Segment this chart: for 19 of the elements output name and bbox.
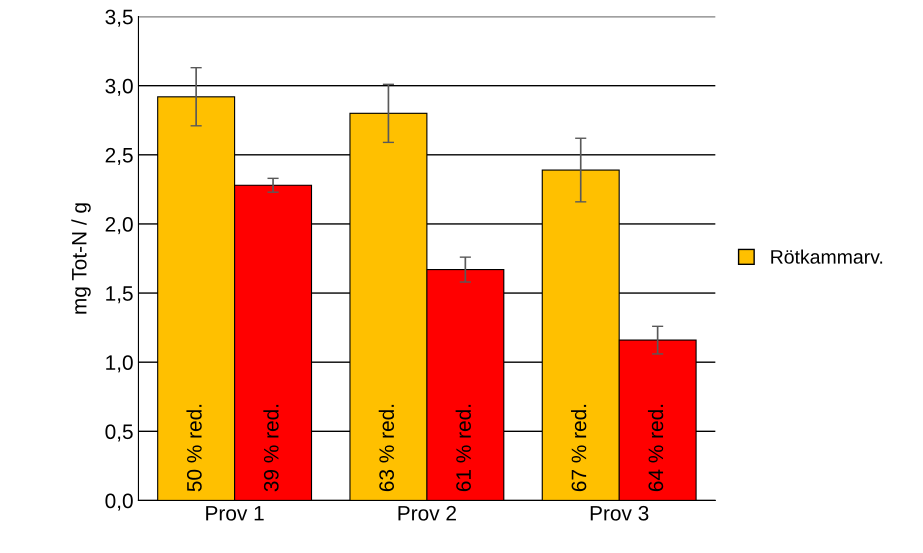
annotation: 63 % red. — [378, 404, 394, 492]
y-tick-label: 0,5 — [105, 424, 133, 442]
annotation: 64 % red. — [648, 404, 664, 492]
y-tick-label: 0,0 — [105, 493, 133, 511]
legend-label: Rötkammarv. — [771, 250, 882, 264]
y-tick-label: 1,0 — [106, 355, 133, 372]
y-tick-label: 2,5 — [106, 148, 133, 166]
y-tick-label: 3,5 — [105, 10, 133, 27]
annotation: 39 % red. — [263, 404, 279, 492]
y-axis-title: mg Tot-N / g — [71, 203, 91, 314]
y-tick-label: 2,0 — [106, 216, 133, 234]
y-tick-label: 1,5 — [106, 286, 133, 304]
annotation: 50 % red. — [186, 404, 202, 492]
annotation: 67 % red. — [571, 404, 586, 492]
x-tick-label: Prov 3 — [590, 506, 648, 521]
y-tick-label: 3,0 — [105, 78, 133, 96]
annotation: 61 % red. — [456, 404, 471, 492]
x-tick-label: Prov 2 — [398, 506, 456, 521]
x-tick-label: Prov 1 — [206, 506, 264, 521]
